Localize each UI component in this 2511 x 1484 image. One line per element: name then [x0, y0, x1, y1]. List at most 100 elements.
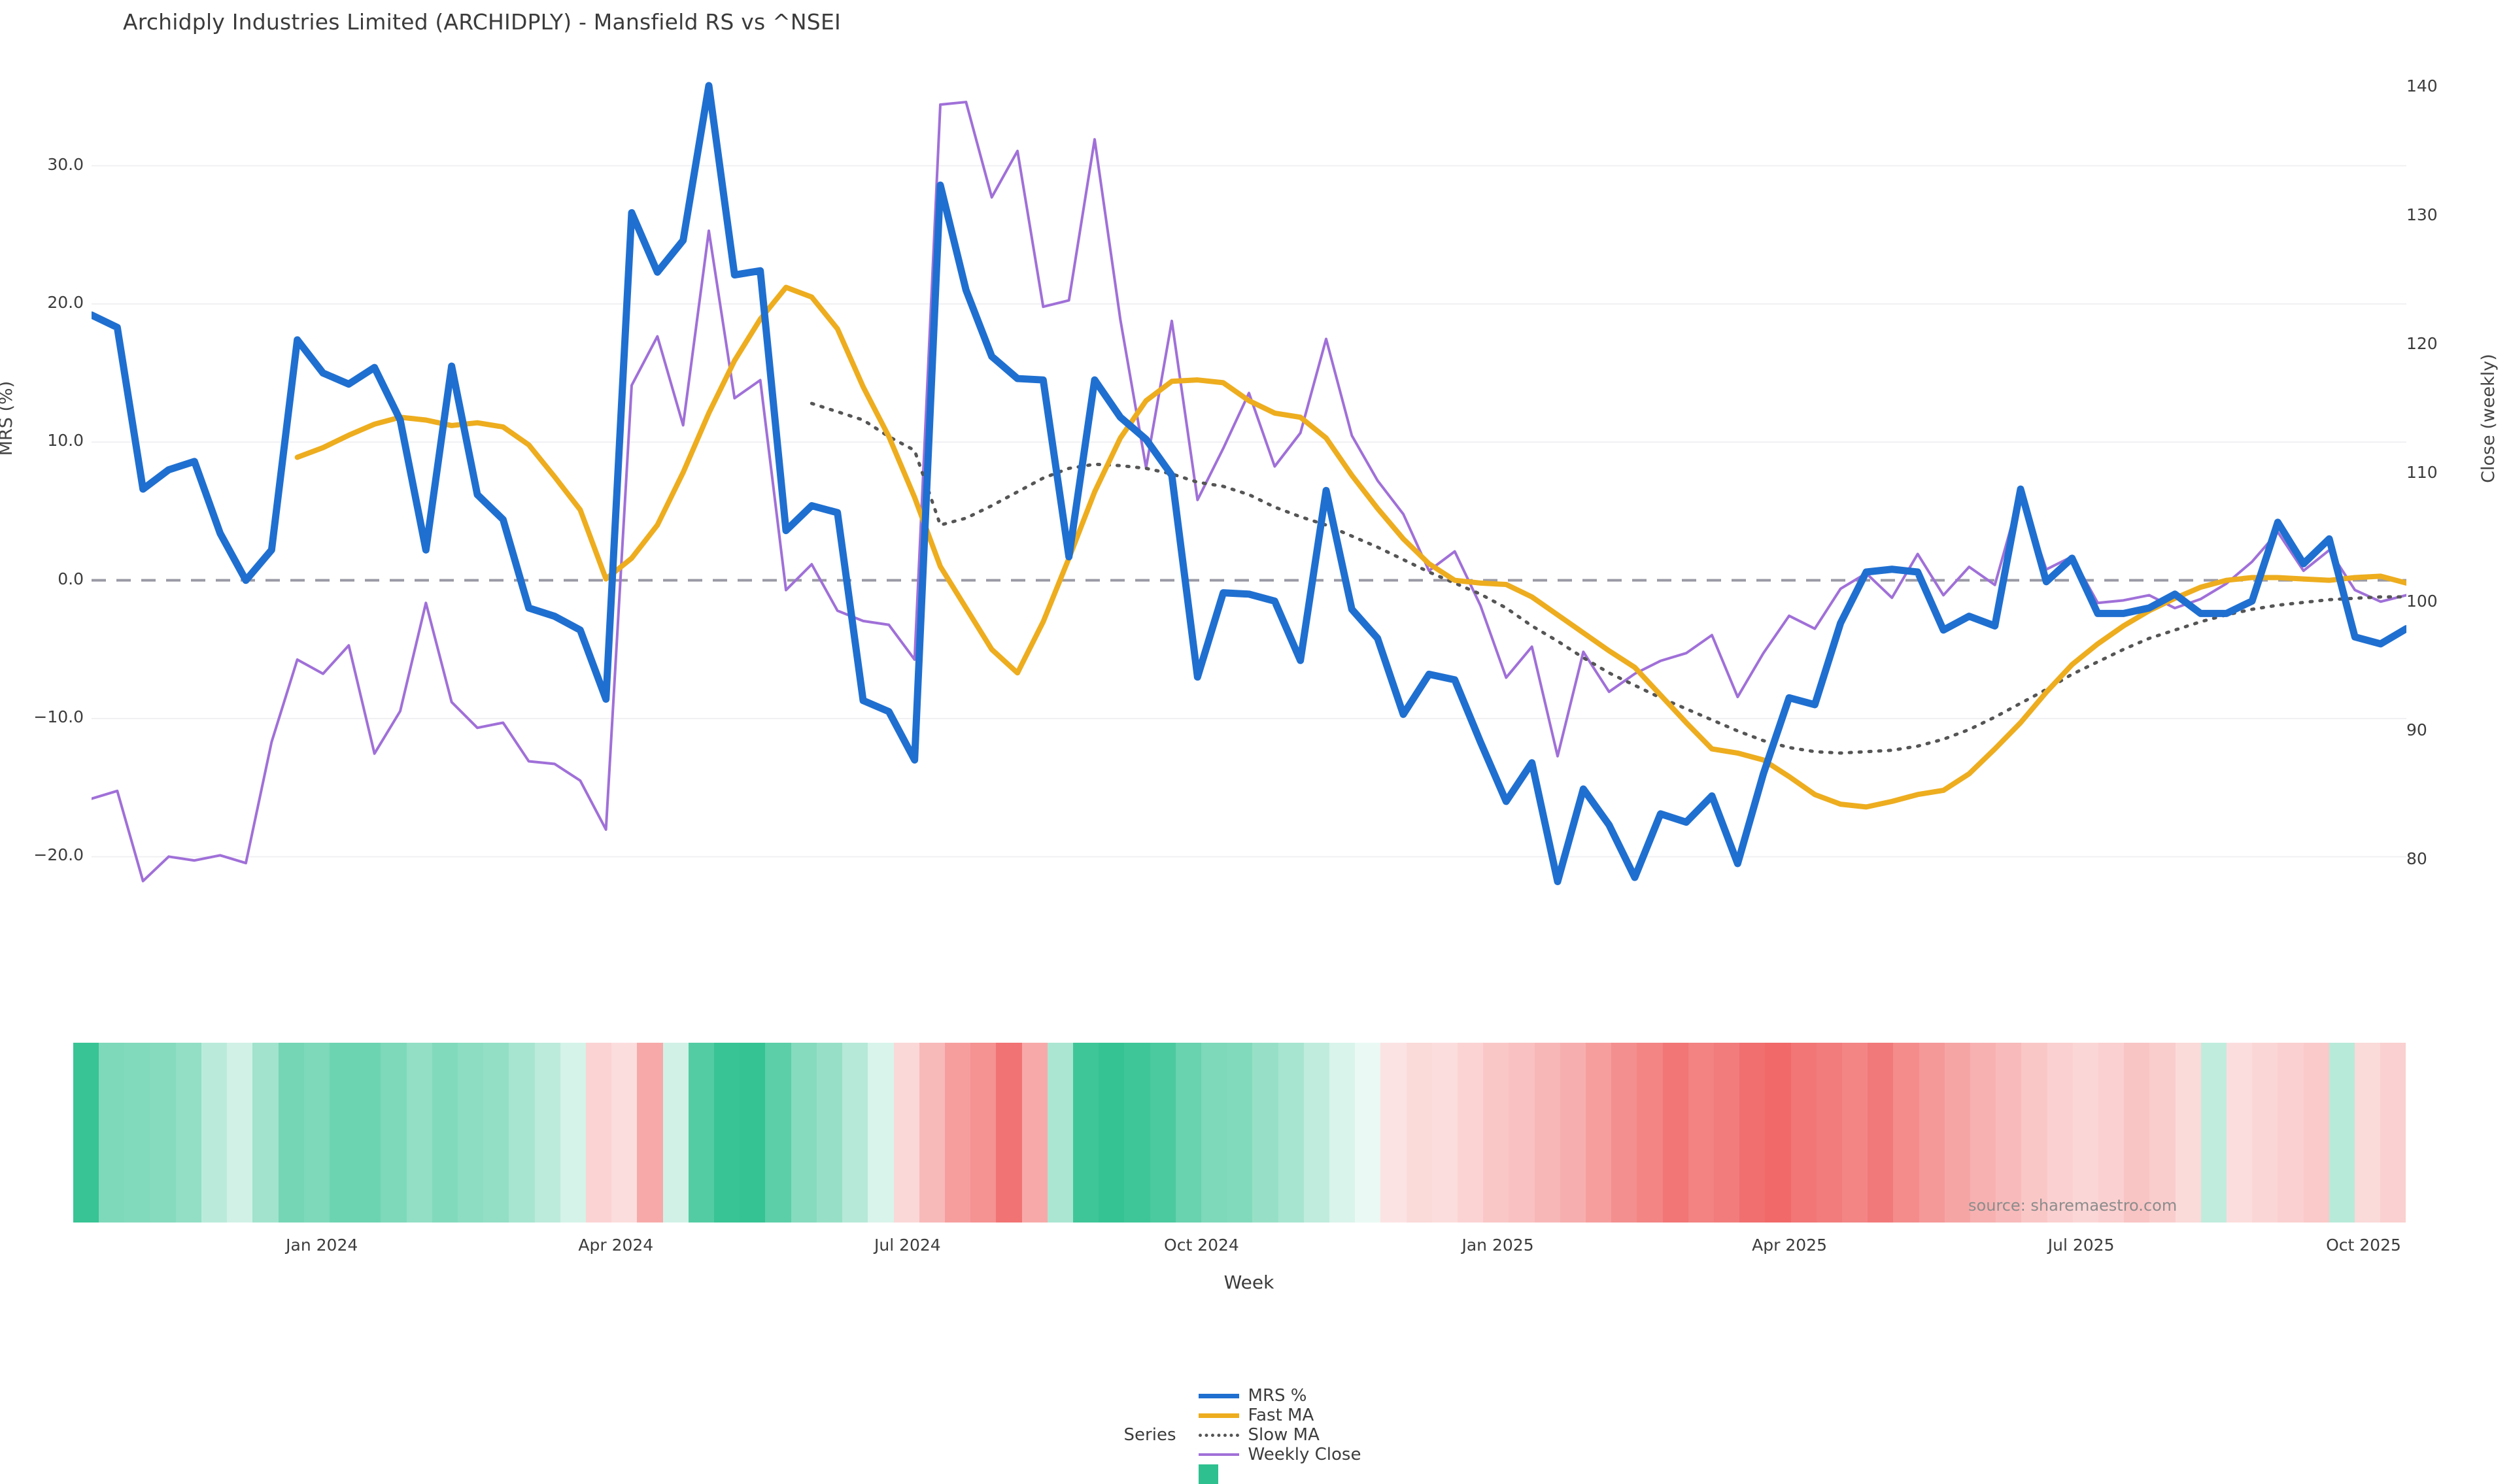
heatmap-cell [1739, 1043, 1766, 1223]
legend-items: MRS % Fast MA Slow MA Weekly Close [1198, 1386, 1388, 1484]
heatmap-cell [2227, 1043, 2253, 1223]
heatmap-cell [1483, 1043, 1509, 1223]
series-line-fast-ma [294, 284, 2406, 810]
heatmap-cell [432, 1043, 458, 1223]
left-tick-label: 30.0 [47, 154, 84, 174]
heatmap-cell [1201, 1043, 1227, 1223]
heatmap-cell [1329, 1043, 1356, 1223]
heatmap-cell [2149, 1043, 2176, 1223]
x-tick-label: Apr 2024 [578, 1236, 654, 1255]
heatmap-cell [1970, 1043, 1996, 1223]
x-tick-label: Oct 2024 [1164, 1236, 1239, 1255]
heatmap-cell [1919, 1043, 1945, 1223]
right-axis-title: Close (weekly) [2478, 354, 2499, 483]
legend-title: Series [1123, 1425, 1176, 1445]
heatmap-cell [406, 1043, 432, 1223]
right-tick-label: 80 [2406, 849, 2427, 869]
page-title: Archidply Industries Limited (ARCHIDPLY)… [123, 9, 841, 35]
heatmap-cell [1021, 1043, 1048, 1223]
x-axis-title: Week [1223, 1272, 1274, 1293]
heatmap-cell [1944, 1043, 1971, 1223]
heatmap-cell [1714, 1043, 1740, 1223]
heatmap-cell [740, 1043, 766, 1223]
heatmap-cell [1380, 1043, 1407, 1223]
heatmap-cell [611, 1043, 638, 1223]
heatmap-cell [1662, 1043, 1688, 1223]
heatmap-cell [637, 1043, 663, 1223]
heatmap-cell [1868, 1043, 1894, 1223]
x-tick-label: Jan 2024 [286, 1236, 358, 1255]
heatmap-cell [1252, 1043, 1278, 1223]
heatmap-cell [483, 1043, 509, 1223]
heatmap-cell [1406, 1043, 1432, 1223]
heatmap-cell [816, 1043, 843, 1223]
heatmap-cell [1842, 1043, 1868, 1223]
heatmap-cell [2278, 1043, 2304, 1223]
heatmap-cell [868, 1043, 894, 1223]
legend-item[interactable] [1198, 1464, 1361, 1484]
heatmap-cell [175, 1043, 202, 1223]
right-tick-label: 90 [2406, 720, 2427, 740]
heatmap-cell [534, 1043, 560, 1223]
legend-item[interactable]: MRS % [1198, 1386, 1361, 1406]
x-tick-label: Apr 2025 [1752, 1236, 1827, 1255]
heatmap-cell [1175, 1043, 1201, 1223]
heatmap-cell [252, 1043, 279, 1223]
heatmap-cell [381, 1043, 407, 1223]
heatmap-cell [919, 1043, 945, 1223]
heatmap-cell [458, 1043, 484, 1223]
heatmap-cell [560, 1043, 587, 1223]
heatmap-cell [2021, 1043, 2047, 1223]
legend-item[interactable]: Fast MA [1198, 1406, 1361, 1425]
heatmap-cell [355, 1043, 381, 1223]
right-tick-label: 120 [2406, 334, 2438, 354]
heatmap-cell [996, 1043, 1022, 1223]
rs-strength-heatmap[interactable] [73, 1043, 2406, 1223]
right-tick-label: 130 [2406, 205, 2438, 225]
heatmap-cell [99, 1043, 125, 1223]
legend-item[interactable]: Weekly Close [1198, 1445, 1361, 1464]
heatmap-cell [1765, 1043, 1791, 1223]
heatmap-cell [1457, 1043, 1484, 1223]
heatmap-cell [1688, 1043, 1714, 1223]
heatmap-cell [1560, 1043, 1586, 1223]
source-note: source: sharemaestro.com [1968, 1196, 2178, 1215]
legend-item[interactable]: Slow MA [1198, 1425, 1361, 1445]
heatmap-cell [227, 1043, 253, 1223]
legend-swatch-line [1198, 1453, 1239, 1456]
heatmap-cell [278, 1043, 304, 1223]
heatmap-cell [1585, 1043, 1612, 1223]
heatmap-cell [791, 1043, 817, 1223]
heatmap-cell [688, 1043, 715, 1223]
heatmap-cell [1150, 1043, 1176, 1223]
heatmap-cell [1611, 1043, 1637, 1223]
heatmap-cell [842, 1043, 868, 1223]
left-tick-label: −20.0 [33, 845, 84, 865]
heatmap-cell [2098, 1043, 2125, 1223]
series-line-weekly-close [92, 101, 2406, 883]
heatmap-cell [2124, 1043, 2150, 1223]
heatmap-cell [1816, 1043, 1843, 1223]
heatmap-cell [2200, 1043, 2227, 1223]
heatmap-cell [1099, 1043, 1125, 1223]
heatmap-cell [1047, 1043, 1073, 1223]
x-tick-label: Jul 2024 [874, 1236, 941, 1255]
heatmap-cell [124, 1043, 150, 1223]
right-tick-label: 110 [2406, 463, 2438, 482]
heatmap-cell [201, 1043, 228, 1223]
heatmap-cell [1790, 1043, 1817, 1223]
heatmap-cell [509, 1043, 535, 1223]
heatmap-cell [303, 1043, 330, 1223]
heatmap-cell [1303, 1043, 1329, 1223]
left-tick-label: 10.0 [47, 431, 84, 450]
heatmap-cell [1431, 1043, 1458, 1223]
heatmap-cell [330, 1043, 356, 1223]
x-tick-label: Jul 2025 [2047, 1236, 2115, 1255]
heatmap-cell [73, 1043, 99, 1223]
legend-item-label: Weekly Close [1248, 1445, 1361, 1464]
right-tick-label: 100 [2406, 592, 2438, 611]
legend-swatch-line [1198, 1433, 1239, 1437]
heatmap-cell [714, 1043, 740, 1223]
heatmap-cell [2329, 1043, 2355, 1223]
plot-area[interactable] [92, 62, 2406, 912]
